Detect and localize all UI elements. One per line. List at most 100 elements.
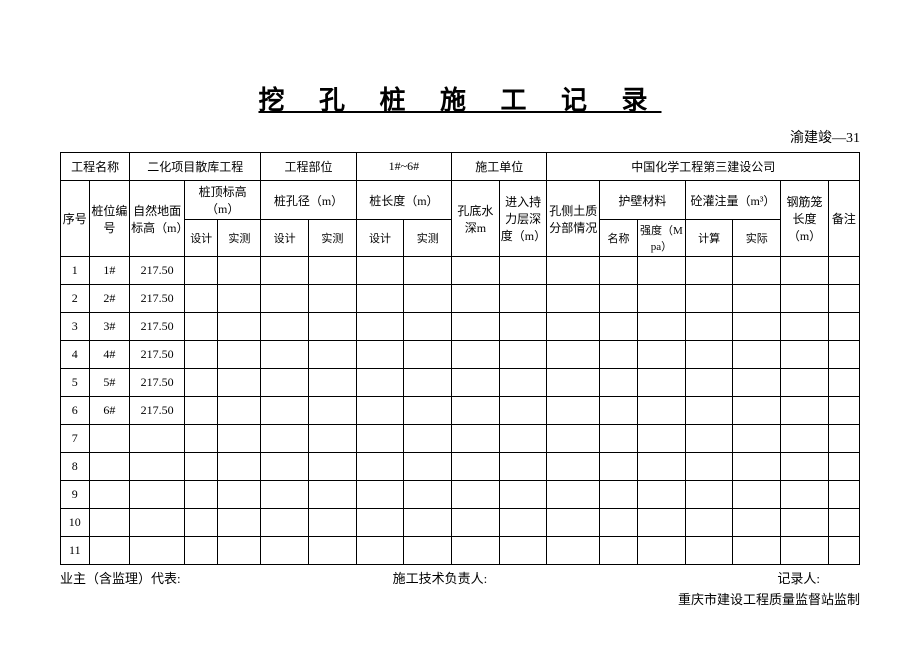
cell: [218, 313, 261, 341]
cell: [547, 257, 599, 285]
cell: [356, 397, 404, 425]
project-name-label: 工程名称: [61, 153, 130, 181]
cell: [130, 481, 185, 509]
cell: [452, 537, 500, 565]
cell: [356, 369, 404, 397]
footer-line: 业主（含监理）代表: 施工技术负责人: 记录人:: [60, 568, 860, 587]
cell: 4: [61, 341, 90, 369]
cell: [828, 425, 859, 453]
col-measured-1: 实测: [218, 220, 261, 257]
cell: [828, 341, 859, 369]
col-conc-vol: 砼灌注量（m³）: [685, 181, 780, 220]
project-part: 1#~6#: [356, 153, 451, 181]
col-wall-mat: 护壁材料: [599, 181, 685, 220]
cell: [733, 313, 781, 341]
cell: [499, 313, 547, 341]
cell: [89, 537, 130, 565]
table-row: 8: [61, 453, 860, 481]
cell: 1#: [89, 257, 130, 285]
col-measured-2: 实测: [309, 220, 357, 257]
cell: [547, 509, 599, 537]
cell: [781, 537, 829, 565]
project-part-label: 工程部位: [261, 153, 356, 181]
cell: [309, 453, 357, 481]
cell: [261, 285, 309, 313]
cell: [404, 425, 452, 453]
cell: [309, 341, 357, 369]
cell: [599, 285, 637, 313]
cell: [828, 313, 859, 341]
cell: [638, 453, 686, 481]
table-row: 55#217.50: [61, 369, 860, 397]
cell: 5#: [89, 369, 130, 397]
cell: [733, 537, 781, 565]
cell: [261, 481, 309, 509]
cell: [781, 313, 829, 341]
cell: [89, 509, 130, 537]
document-title: 挖 孔 桩 施 工 记 录: [60, 80, 860, 117]
cell: [499, 341, 547, 369]
cell: [309, 425, 357, 453]
cell: [599, 537, 637, 565]
cell: [261, 537, 309, 565]
col-remark: 备注: [828, 181, 859, 257]
cell: [781, 369, 829, 397]
cell: [599, 509, 637, 537]
cell: [499, 453, 547, 481]
table-row: 44#217.50: [61, 341, 860, 369]
cell: [309, 509, 357, 537]
cell: [218, 369, 261, 397]
table-row: 22#217.50: [61, 285, 860, 313]
cell: [261, 369, 309, 397]
cell: 217.50: [130, 285, 185, 313]
cell: 2: [61, 285, 90, 313]
cell: [599, 453, 637, 481]
cell: [638, 397, 686, 425]
cell: 6#: [89, 397, 130, 425]
cell: [452, 285, 500, 313]
cell: [733, 453, 781, 481]
cell: [452, 425, 500, 453]
cell: [547, 481, 599, 509]
cell: [185, 537, 218, 565]
cell: [638, 509, 686, 537]
cell: [309, 537, 357, 565]
cell: [638, 313, 686, 341]
construct-unit: 中国化学工程第三建设公司: [547, 153, 860, 181]
col-pile-dia: 桩孔径（m）: [261, 181, 356, 220]
cell: [404, 257, 452, 285]
cell: 3: [61, 313, 90, 341]
cell: [185, 453, 218, 481]
cell: [130, 509, 185, 537]
cell: [218, 509, 261, 537]
table-row: 11: [61, 537, 860, 565]
table-row: 33#217.50: [61, 313, 860, 341]
cell: [404, 341, 452, 369]
cell: [89, 453, 130, 481]
cell: [185, 397, 218, 425]
cell: [356, 257, 404, 285]
cell: [218, 285, 261, 313]
construct-unit-label: 施工单位: [452, 153, 547, 181]
cell: [638, 481, 686, 509]
cell: [356, 453, 404, 481]
cell: [733, 257, 781, 285]
table-row: 9: [61, 481, 860, 509]
cell: [356, 341, 404, 369]
cell: [130, 537, 185, 565]
cell: [499, 509, 547, 537]
cell: [356, 313, 404, 341]
cell: [356, 509, 404, 537]
table-row: 7: [61, 425, 860, 453]
cell: [733, 509, 781, 537]
main-table: 工程名称 二化项目散库工程 工程部位 1#~6# 施工单位 中国化学工程第三建设…: [60, 152, 860, 565]
cell: [599, 397, 637, 425]
col-design-1: 设计: [185, 220, 218, 257]
cell: [309, 481, 357, 509]
cell: [404, 481, 452, 509]
cell: [499, 369, 547, 397]
cell: [404, 397, 452, 425]
cell: [261, 425, 309, 453]
cell: [356, 537, 404, 565]
cell: [404, 509, 452, 537]
